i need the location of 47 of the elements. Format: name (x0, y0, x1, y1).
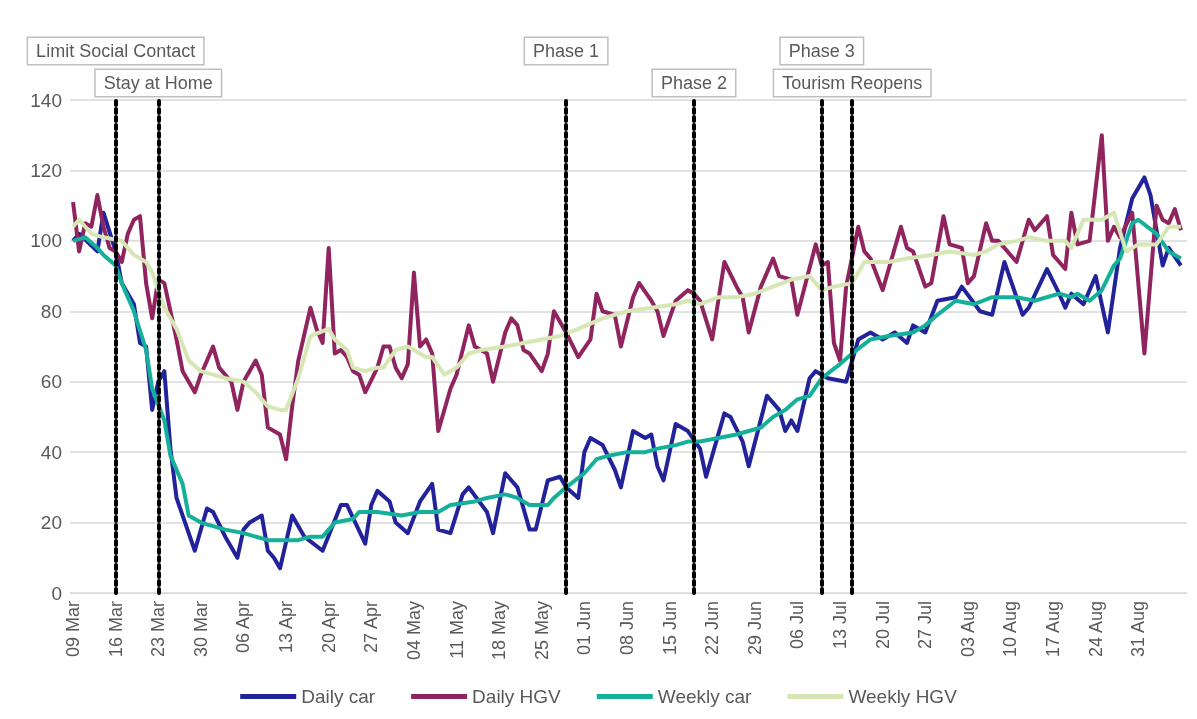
x-tick-label: 27 Jul (915, 601, 936, 650)
legend-label: Daily car (301, 686, 376, 707)
x-tick-label: 20 Jul (872, 601, 893, 650)
x-tick-label: 15 Jun (659, 601, 680, 656)
y-tick-label: 20 (40, 512, 62, 534)
x-tick-label: 06 Apr (233, 601, 254, 654)
x-tick-label: 25 May (531, 601, 552, 661)
x-tick-label: 20 Apr (318, 601, 339, 654)
line-series (71, 217, 1183, 543)
ref-line-label: Phase 1 (533, 41, 600, 61)
x-tick-label: 04 May (403, 601, 424, 661)
ref-line-label: Phase 3 (788, 41, 855, 61)
x-tick-label: 24 Aug (1085, 601, 1106, 658)
ref-line-label: Limit Social Contact (36, 41, 196, 61)
ref-line-label: Phase 2 (660, 73, 727, 93)
legend-label: Weekly car (657, 686, 753, 707)
legend-label: Weekly HGV (848, 686, 958, 707)
x-tick-label: 23 Mar (148, 601, 169, 658)
x-tick-label: 22 Jun (702, 601, 723, 656)
x-tick-label: 31 Aug (1128, 601, 1149, 658)
x-tick-label: 10 Aug (1000, 601, 1021, 658)
y-tick-label: 60 (40, 371, 62, 393)
x-tick-label: 30 Mar (190, 601, 211, 658)
x-tick-label: 17 Aug (1043, 601, 1064, 658)
x-tick-label: 13 Jul (830, 601, 851, 650)
x-tick-label: 18 May (489, 601, 510, 661)
y-tick-label: 140 (30, 89, 62, 111)
x-tick-label: 27 Apr (361, 601, 382, 654)
x-tick-label: 06 Jul (787, 601, 808, 650)
x-tick-label: 13 Apr (276, 601, 297, 654)
line-series (71, 133, 1183, 462)
x-tick-label: 11 May (446, 601, 467, 659)
x-tick-label: 08 Jun (616, 601, 637, 656)
y-tick-label: 120 (30, 159, 62, 181)
x-tick-label: 29 Jun (744, 601, 765, 656)
ref-line-label: Stay at Home (103, 73, 213, 93)
ref-line-label: Tourism Reopens (782, 73, 923, 93)
x-tick-label: 03 Aug (957, 601, 978, 658)
y-tick-label: 40 (40, 441, 62, 463)
x-tick-label: 09 Mar (63, 601, 84, 658)
x-tick-label: 01 Jun (574, 601, 595, 656)
legend-label: Daily HGV (472, 686, 562, 707)
line-series (71, 210, 1183, 412)
y-tick-label: 0 (51, 582, 62, 604)
x-tick-label: 16 Mar (105, 601, 126, 658)
y-tick-label: 100 (30, 230, 62, 252)
y-tick-label: 80 (40, 300, 62, 322)
